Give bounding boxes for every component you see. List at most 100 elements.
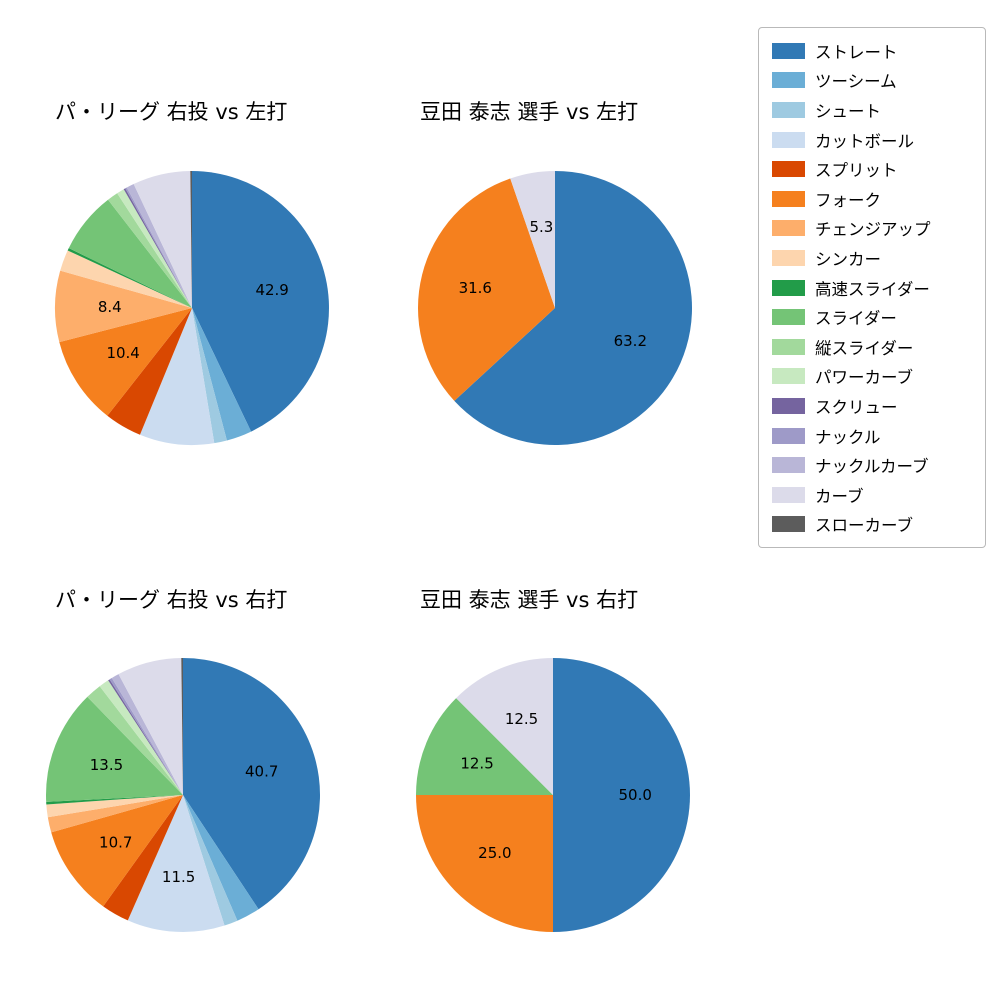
legend-item: フォーク <box>772 184 975 214</box>
legend-item-label: シンカー <box>815 249 881 269</box>
pie-slice <box>416 698 553 795</box>
legend-item: チェンジアップ <box>772 214 975 244</box>
pie-chart-league-vs-left: 42.9 10.4 8.4 <box>54 170 329 446</box>
pie-chart-player-vs-left: 63.2 31.6 5.3 <box>418 171 693 445</box>
legend-swatch <box>772 131 805 148</box>
legend-item-label: ナックル <box>815 427 881 447</box>
legend-swatch <box>772 161 805 178</box>
legend-item: シンカー <box>772 243 975 273</box>
legend-swatch <box>772 72 805 89</box>
pie-slice <box>190 170 192 308</box>
pie-slice <box>192 171 329 432</box>
pie-slice <box>111 674 183 795</box>
pie-slice <box>125 187 192 308</box>
legend-swatch <box>772 42 805 59</box>
pie-slice <box>510 171 555 308</box>
legend-item-label: ナックルカーブ <box>815 457 929 477</box>
legend-swatch <box>772 368 805 385</box>
pie-slice <box>68 199 192 308</box>
legend-item-label: スクリュー <box>815 397 898 417</box>
legend-swatch <box>772 279 805 296</box>
legend-item: スクリュー <box>772 391 975 421</box>
legend-swatch <box>772 516 805 533</box>
pie-slice <box>192 308 252 441</box>
legend-item: ナックル <box>772 421 975 451</box>
pie-value-label: 31.6 <box>459 279 492 297</box>
legend-item-label: シュート <box>815 101 881 121</box>
pie-slice <box>67 248 192 308</box>
pie-slice <box>99 680 183 795</box>
pie-slice <box>108 679 183 795</box>
pie-slice <box>107 308 192 435</box>
pie-slice <box>127 795 225 933</box>
legend-item: カットボール <box>772 125 975 155</box>
legend-swatch <box>772 338 805 355</box>
pie-value-label: 25.0 <box>478 844 511 862</box>
legend-item: スプリット <box>772 154 975 184</box>
legend-item-label: パワーカーブ <box>815 368 914 388</box>
legend-item: ナックルカーブ <box>772 450 975 480</box>
legend-swatch <box>772 427 805 444</box>
pie-slice <box>553 658 690 932</box>
legend-item: 高速スライダー <box>772 273 975 303</box>
pie-value-label: 63.2 <box>614 332 647 350</box>
pie-slice <box>126 184 192 308</box>
legend: ストレートツーシームシュートカットボール スプリットフォークチェンジアップ シンカー… <box>758 27 986 549</box>
pie-slice <box>54 270 192 343</box>
pie-chart-league-vs-right: 40.7 11.5 10.7 13.5 <box>45 658 321 933</box>
pie-slice <box>59 308 192 416</box>
legend-swatch <box>772 457 805 474</box>
legend-item-label: 縦スライダー <box>815 338 914 358</box>
pie-slice <box>103 795 183 921</box>
pie-slice <box>183 795 259 921</box>
pie-slice <box>133 171 192 308</box>
pie-slice <box>47 795 183 833</box>
legend-item: カーブ <box>772 480 975 510</box>
pie-slice <box>123 188 192 308</box>
chart-title-player-vs-left: 豆田 泰志 選手 vs 左打 <box>420 100 639 124</box>
legend-swatch <box>772 486 805 503</box>
pie-slice <box>60 250 193 308</box>
pie-slice <box>139 308 215 446</box>
legend-item: パワーカーブ <box>772 362 975 392</box>
legend-swatch <box>772 220 805 237</box>
pie-value-label: 8.4 <box>98 298 122 316</box>
pie-value-label: 13.5 <box>90 756 123 774</box>
pie-value-label: 40.7 <box>245 762 278 780</box>
chart-title-league-vs-right: パ・リーグ 右投 vs 右打 <box>55 588 288 612</box>
pie-slice <box>46 795 183 818</box>
legend-item-label: スプリット <box>815 161 898 181</box>
legend-item-label: チェンジアップ <box>815 220 931 240</box>
legend-item: シュート <box>772 95 975 125</box>
pie-slice <box>108 193 192 308</box>
pie-chart-player-vs-right: 50.0 25.0 12.5 12.5 <box>416 658 690 932</box>
legend-item: スローカーブ <box>772 510 975 540</box>
legend-item-label: カーブ <box>815 486 864 506</box>
pie-slice <box>118 658 183 795</box>
pie-slice <box>454 171 693 445</box>
legend-item-label: フォーク <box>815 190 881 210</box>
pie-value-label: 10.7 <box>99 833 132 851</box>
legend-swatch <box>772 309 805 326</box>
pie-slice <box>181 658 183 795</box>
pie-slice <box>416 795 553 932</box>
pie-slice <box>183 658 321 910</box>
pie-value-label: 10.4 <box>106 344 139 362</box>
pie-slice <box>456 658 553 795</box>
pie-slice <box>51 795 184 907</box>
pie-slice <box>45 696 183 802</box>
legend-item-label: 高速スライダー <box>815 279 930 299</box>
legend-item-label: ツーシーム <box>815 72 897 92</box>
pie-slice <box>117 189 192 308</box>
pie-value-label: 5.3 <box>529 218 553 236</box>
legend-item-label: ストレート <box>815 42 898 62</box>
legend-swatch <box>772 190 805 207</box>
chart-title-league-vs-left: パ・リーグ 右投 vs 左打 <box>55 100 288 124</box>
legend-item: 縦スライダー <box>772 332 975 362</box>
legend-item-label: カットボール <box>815 131 914 151</box>
pie-value-label: 12.5 <box>505 710 538 728</box>
pie-value-label: 42.9 <box>255 281 288 299</box>
pie-slice <box>109 677 183 795</box>
legend-item: ストレート <box>772 36 975 66</box>
